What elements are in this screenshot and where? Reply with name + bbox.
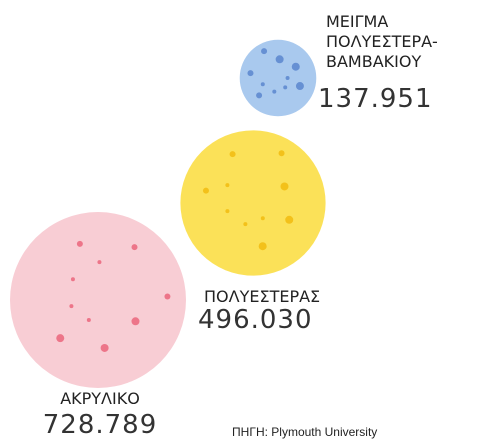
bubble <box>10 212 186 388</box>
fibre-dot <box>164 293 171 300</box>
fibre-dot <box>243 222 248 227</box>
fibre-dot <box>285 76 290 80</box>
fibre-dot <box>256 92 263 99</box>
fibre-dot <box>260 82 265 87</box>
fibre-dot <box>258 242 267 251</box>
fibre-dot <box>69 304 74 309</box>
bubble <box>180 130 326 276</box>
value-label: 496.030 <box>198 305 313 335</box>
value-label: 137.951 <box>318 84 433 114</box>
fibre-dot <box>283 85 288 90</box>
fibre-dot <box>131 244 138 251</box>
fibre-dot <box>272 89 277 94</box>
bubble <box>239 39 317 117</box>
fibre-dot <box>76 240 83 247</box>
fibre-dot <box>291 62 300 71</box>
fibre-dot <box>247 70 254 77</box>
fibre-dot <box>280 182 289 191</box>
fibre-dot <box>275 55 284 64</box>
category-label: ΑΚΡΥΛΙΚΟ <box>60 389 140 408</box>
fibre-dot <box>70 277 75 282</box>
fibre-dot <box>131 317 140 326</box>
fibre-dot <box>278 150 285 157</box>
value-label: 728.789 <box>42 410 158 440</box>
fibre-dot <box>261 48 268 55</box>
fibre-dot <box>100 343 109 352</box>
fibre-dot <box>97 260 102 265</box>
fibre-dot <box>260 216 265 221</box>
category-label: ΠΟΛΥΕΣΤΕΡΑΣ <box>204 287 321 306</box>
fibre-dot <box>229 151 236 158</box>
fibre-dot <box>202 187 209 194</box>
fibre-dot <box>295 82 304 91</box>
fibre-dot <box>225 209 230 214</box>
fibre-dot <box>225 183 230 188</box>
fibre-dot <box>86 318 91 323</box>
fibre-dot <box>56 334 65 343</box>
fibre-dot <box>285 215 294 224</box>
category-label: ΜΕΙΓΜΑ ΠΟΛΥΕΣΤΕΡΑ-ΒΑΜΒΑΚΙΟΥ <box>326 12 438 71</box>
source: ΠΗΓΗ: Plymouth University <box>232 425 378 439</box>
